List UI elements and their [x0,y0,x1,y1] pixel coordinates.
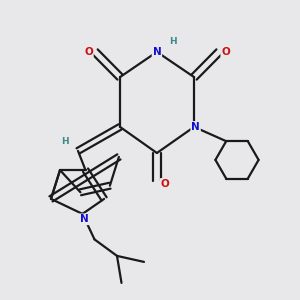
Text: O: O [84,47,93,57]
Text: N: N [152,47,161,57]
Text: H: H [61,137,69,146]
Text: O: O [221,47,230,57]
Text: O: O [160,179,169,189]
Text: N: N [80,214,88,224]
Text: H: H [169,37,177,46]
Text: N: N [191,122,200,132]
